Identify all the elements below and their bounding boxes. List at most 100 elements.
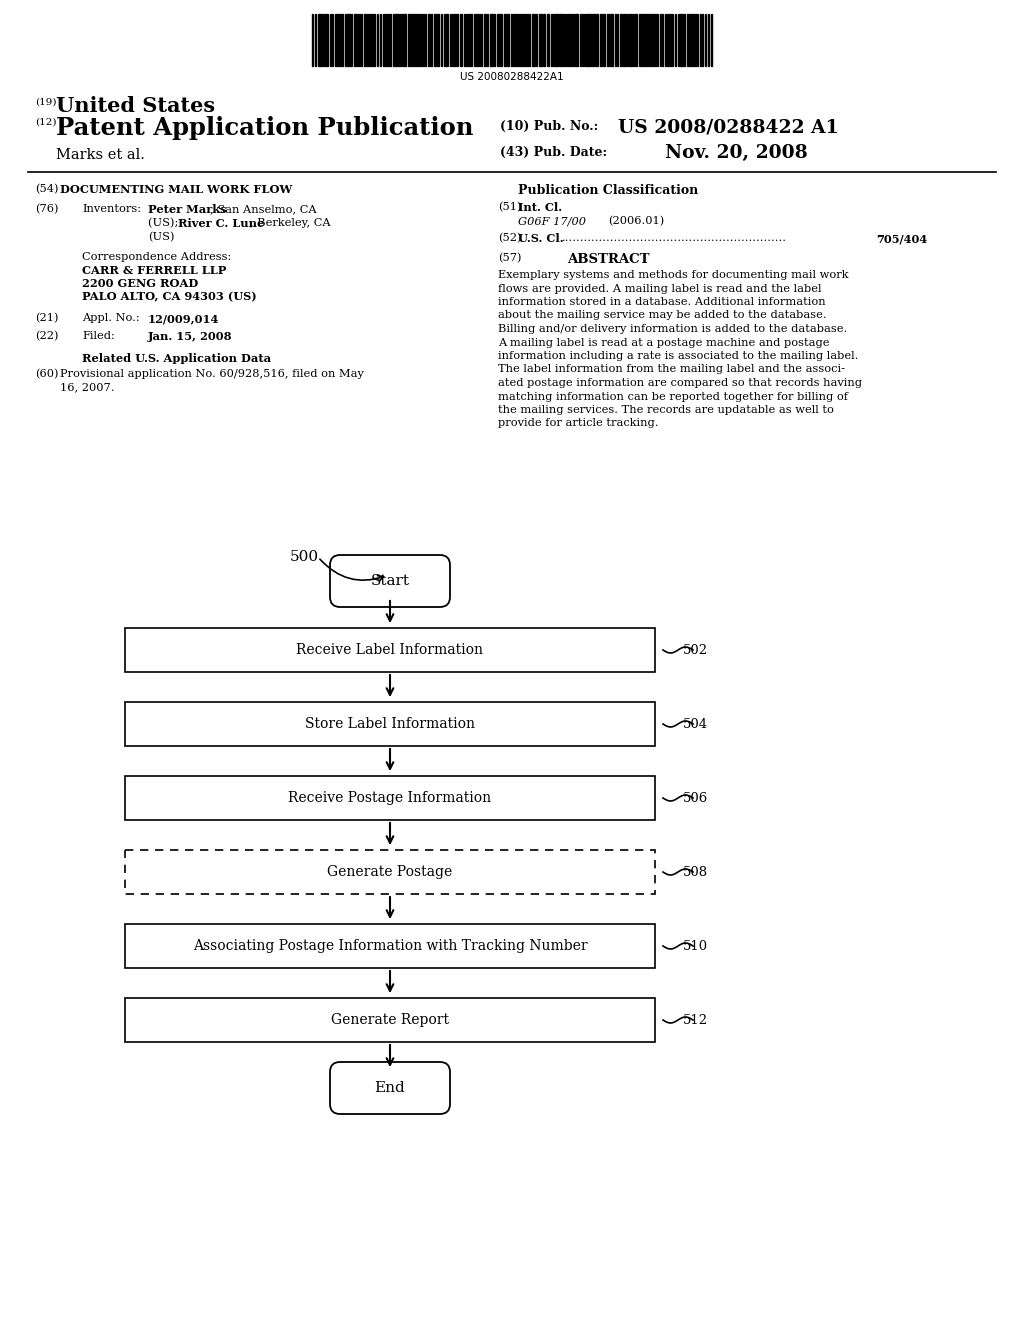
Bar: [653, 15, 655, 66]
Bar: [620, 15, 622, 66]
Text: (US): (US): [148, 232, 174, 243]
Bar: [125, 998, 655, 1041]
Text: PALO ALTO, CA 94303 (US): PALO ALTO, CA 94303 (US): [82, 290, 257, 302]
Text: Receive Postage Information: Receive Postage Information: [289, 791, 492, 805]
Bar: [125, 850, 655, 894]
Text: Correspondence Address:: Correspondence Address:: [82, 252, 231, 261]
Bar: [337, 15, 340, 66]
Bar: [490, 15, 493, 66]
FancyBboxPatch shape: [330, 1063, 450, 1114]
Bar: [434, 15, 436, 66]
Bar: [532, 15, 535, 66]
Bar: [639, 15, 641, 66]
Text: the mailing services. The records are updatable as well to: the mailing services. The records are up…: [498, 405, 834, 414]
Bar: [125, 924, 655, 968]
Text: Peter Marks: Peter Marks: [148, 205, 226, 215]
Bar: [600, 15, 602, 66]
Text: Filed:: Filed:: [82, 331, 115, 341]
Text: U.S. Cl.: U.S. Cl.: [518, 234, 563, 244]
Text: (US);: (US);: [148, 218, 182, 228]
Text: Billing and/or delivery information is added to the database.: Billing and/or delivery information is a…: [498, 323, 847, 334]
Text: Receive Label Information: Receive Label Information: [297, 643, 483, 657]
Text: provide for article tracking.: provide for article tracking.: [498, 418, 658, 429]
Bar: [364, 15, 366, 66]
Text: (19): (19): [35, 98, 56, 107]
Bar: [341, 15, 343, 66]
Text: 12/009,014: 12/009,014: [148, 313, 219, 323]
Text: information including a rate is associated to the mailing label.: information including a rate is associat…: [498, 351, 858, 360]
Bar: [395, 15, 398, 66]
Text: Publication Classification: Publication Classification: [518, 183, 698, 197]
Text: River C. Lune: River C. Lune: [178, 218, 264, 228]
Text: 502: 502: [683, 644, 709, 656]
Bar: [667, 15, 669, 66]
Text: (76): (76): [35, 205, 58, 214]
Bar: [403, 15, 406, 66]
Text: Generate Postage: Generate Postage: [328, 865, 453, 879]
Bar: [411, 15, 413, 66]
Text: Marks et al.: Marks et al.: [56, 148, 144, 162]
Text: Inventors:: Inventors:: [82, 205, 141, 214]
Bar: [630, 15, 632, 66]
Bar: [642, 15, 644, 66]
Bar: [524, 15, 526, 66]
Bar: [680, 15, 683, 66]
Text: Generate Report: Generate Report: [331, 1012, 449, 1027]
Text: (10) Pub. No.:: (10) Pub. No.:: [500, 120, 598, 133]
Text: Exemplary systems and methods for documenting mail work: Exemplary systems and methods for docume…: [498, 271, 849, 280]
Text: Related U.S. Application Data: Related U.S. Application Data: [82, 352, 271, 364]
Text: (52): (52): [498, 234, 521, 243]
Bar: [454, 15, 456, 66]
Bar: [371, 15, 373, 66]
Text: 16, 2007.: 16, 2007.: [60, 381, 115, 392]
Bar: [125, 628, 655, 672]
Text: 506: 506: [683, 792, 709, 804]
Bar: [586, 15, 589, 66]
Text: 508: 508: [683, 866, 709, 879]
Bar: [460, 15, 462, 66]
Text: 504: 504: [683, 718, 709, 730]
Text: (60): (60): [35, 370, 58, 379]
Text: (54): (54): [35, 183, 58, 194]
Bar: [515, 15, 517, 66]
Bar: [476, 15, 478, 66]
Bar: [507, 15, 509, 66]
Bar: [568, 15, 570, 66]
Bar: [593, 15, 595, 66]
Bar: [408, 15, 410, 66]
Text: Provisional application No. 60/928,516, filed on May: Provisional application No. 60/928,516, …: [60, 370, 364, 379]
Text: flows are provided. A mailing label is read and the label: flows are provided. A mailing label is r…: [498, 284, 821, 293]
Bar: [575, 15, 578, 66]
Bar: [590, 15, 592, 66]
Text: (57): (57): [498, 253, 521, 263]
Text: , San Anselmo, CA: , San Anselmo, CA: [210, 205, 316, 214]
Text: ated postage information are compared so that records having: ated postage information are compared so…: [498, 378, 862, 388]
Text: matching information can be reported together for billing of: matching information can be reported tog…: [498, 392, 848, 401]
Text: information stored in a database. Additional information: information stored in a database. Additi…: [498, 297, 825, 308]
Bar: [484, 15, 486, 66]
Bar: [539, 15, 542, 66]
Bar: [610, 15, 613, 66]
Text: Nov. 20, 2008: Nov. 20, 2008: [665, 144, 808, 162]
Text: Appl. No.:: Appl. No.:: [82, 313, 139, 323]
Bar: [559, 15, 561, 66]
Bar: [543, 15, 545, 66]
Bar: [428, 15, 430, 66]
Text: ............................................................: ........................................…: [562, 234, 787, 243]
Text: 705/404: 705/404: [876, 234, 928, 244]
Text: 512: 512: [683, 1014, 709, 1027]
Text: Store Label Information: Store Label Information: [305, 717, 475, 731]
Text: Associating Postage Information with Tracking Number: Associating Postage Information with Tra…: [193, 939, 588, 953]
Bar: [607, 15, 609, 66]
Text: A mailing label is read at a postage machine and postage: A mailing label is read at a postage mac…: [498, 338, 829, 347]
Text: (22): (22): [35, 331, 58, 342]
FancyBboxPatch shape: [330, 554, 450, 607]
Text: (12): (12): [35, 117, 56, 127]
Bar: [125, 776, 655, 820]
Bar: [656, 15, 658, 66]
Text: Jan. 15, 2008: Jan. 15, 2008: [148, 331, 232, 342]
Bar: [446, 15, 449, 66]
Text: (51): (51): [498, 202, 521, 213]
Bar: [416, 15, 418, 66]
Text: CARR & FERRELL LLP: CARR & FERRELL LLP: [82, 265, 226, 276]
